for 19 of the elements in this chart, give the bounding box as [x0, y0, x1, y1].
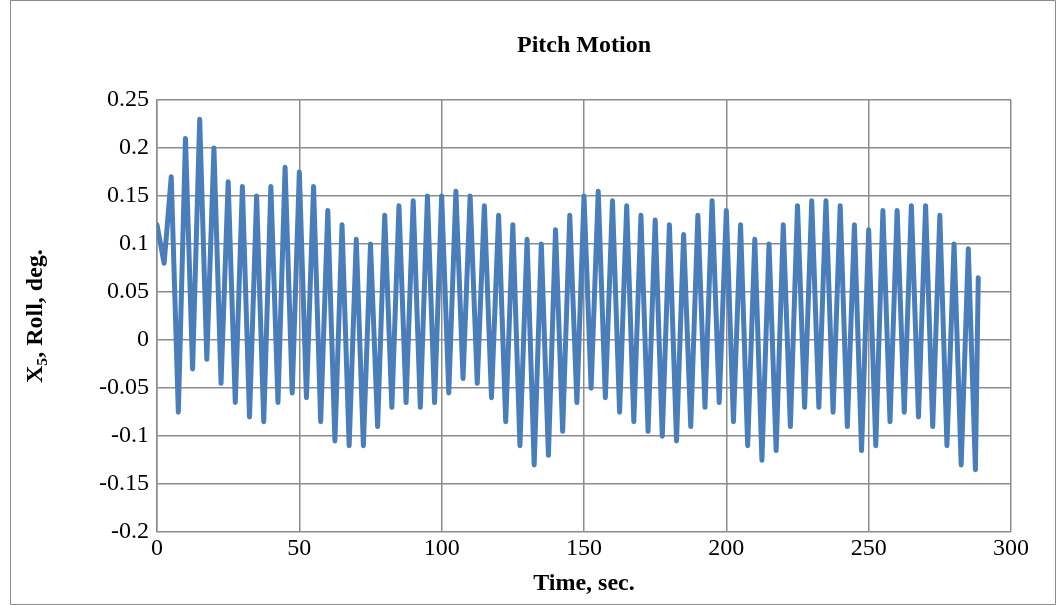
x-tick-label: 300	[993, 533, 1029, 560]
y-tick-label: 0.2	[119, 133, 149, 160]
y-tick-label: 0.1	[119, 229, 149, 256]
y-tick-label: 0.05	[107, 277, 149, 304]
x-axis-title: Time, sec.	[533, 569, 635, 596]
y-tick-label: -0.05	[99, 373, 149, 400]
x-tick-label: 250	[850, 533, 887, 560]
y-tick-label: -0.1	[111, 421, 149, 448]
y-tick-label: 0.15	[107, 181, 149, 208]
x-tick-label: 150	[566, 533, 602, 560]
y-tick-label: -0.2	[111, 517, 149, 544]
y-tick-label: -0.15	[99, 469, 149, 496]
x-tick-label: 100	[423, 533, 460, 560]
chart-title: Pitch Motion	[517, 31, 651, 58]
y-tick-label: 0	[137, 325, 149, 352]
y-axis-title: X5, Roll, deg.	[21, 249, 51, 383]
x-tick-label: 50	[287, 533, 312, 560]
x-tick-label: 200	[708, 533, 745, 560]
y-tick-label: 0.25	[107, 85, 149, 112]
